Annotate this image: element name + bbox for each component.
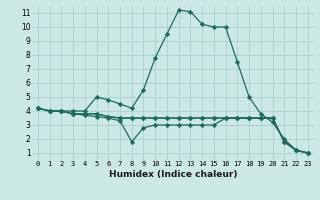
X-axis label: Humidex (Indice chaleur): Humidex (Indice chaleur) <box>108 170 237 179</box>
